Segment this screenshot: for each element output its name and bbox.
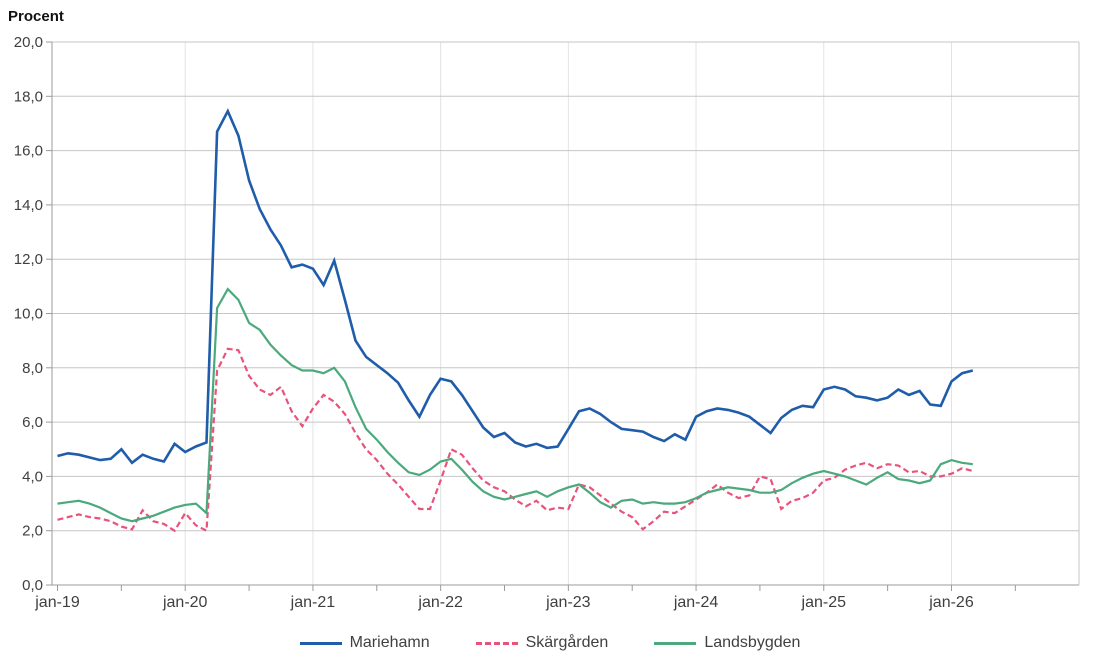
x-tick-label: jan-23 (545, 594, 591, 611)
mariehamn-line-swatch (299, 641, 342, 645)
y-axis-title: Procent (8, 8, 64, 25)
y-tick-label: 6,0 (22, 414, 43, 431)
x-tick-label: jan-22 (417, 594, 463, 611)
legend-item-landsbygden: Landsbygden (654, 634, 800, 652)
line-chart: 0,0 2,0 4,0 6,0 8,0 10,0 12,0 14,0 16,0 18,0 20,0 j… (14, 34, 1080, 611)
legend-item-mariehamn: Mariehamn (299, 634, 430, 652)
legend-label-landsbygden: Landsbygden (704, 634, 801, 651)
skargarden-line-swatch (475, 641, 518, 645)
legend-item-skargarden: Skärgården (475, 634, 609, 652)
series-line-skrgrden (57, 347, 974, 533)
y-tick-label: 4,0 (22, 468, 43, 485)
legend-label-mariehamn: Mariehamn (349, 634, 430, 651)
x-tick-label: jan-21 (290, 594, 336, 611)
x-tick-label: jan-20 (162, 594, 208, 611)
x-tick-label: jan-24 (673, 594, 719, 611)
x-tick-label: jan-26 (928, 594, 974, 611)
y-tick-label: 2,0 (22, 523, 43, 540)
landsbygden-line-swatch (654, 641, 697, 645)
y-tick-label: 8,0 (22, 360, 43, 377)
series-line-landsbygden (57, 287, 973, 523)
x-tick-label: jan-19 (34, 594, 80, 611)
y-tick-label: 12,0 (14, 251, 43, 268)
series-line-mariehamn (57, 108, 974, 465)
y-tick-label: 16,0 (14, 143, 43, 160)
y-tick-label: 14,0 (14, 197, 43, 214)
y-tick-label: 0,0 (22, 577, 43, 594)
chart-legend: Mariehamn Skärgården Landsbygden (0, 634, 1100, 652)
y-tick-label: 10,0 (14, 306, 43, 323)
y-tick-label: 18,0 (14, 88, 43, 105)
y-tick-label: 20,0 (14, 34, 43, 51)
x-tick-label: jan-25 (801, 594, 847, 611)
legend-label-skargarden: Skärgården (525, 634, 609, 651)
